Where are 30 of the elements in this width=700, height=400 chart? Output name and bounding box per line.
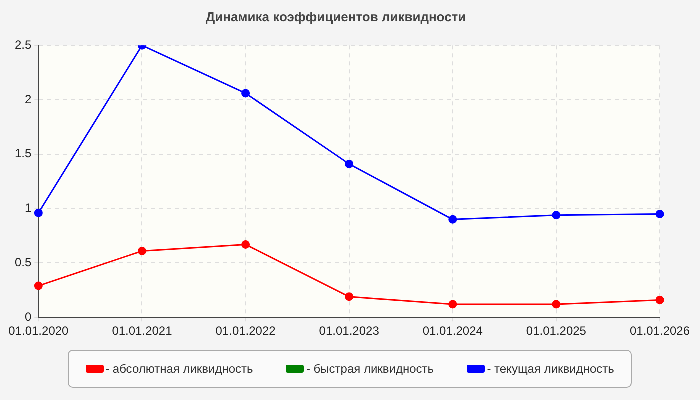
point (656, 296, 664, 304)
legend-label: - абсолютная ликвидность (106, 362, 254, 376)
x-tick-label: 01.01.2023 (319, 324, 380, 338)
x-tick-label: 01.01.2021 (112, 324, 173, 338)
point (34, 208, 43, 218)
point (345, 292, 354, 302)
y-tick-label: 0 (24, 310, 32, 324)
point (552, 211, 561, 220)
point (242, 240, 250, 249)
y-tick-label: 2 (24, 92, 32, 106)
y-tick-label: 1.5 (14, 146, 32, 161)
point (345, 160, 354, 168)
y-tick-label: 0.5 (14, 256, 32, 270)
x-tick-label: 01.01.2025 (526, 324, 587, 338)
x-tick-label: 01.01.2020 (8, 324, 70, 338)
legend-label: - текущая ликвидность (487, 362, 614, 376)
x-tick-label: 01.01.2026 (630, 324, 690, 338)
point (242, 89, 250, 98)
point (552, 300, 561, 309)
y-tick-label: 2.5 (14, 38, 32, 52)
y-tick-label: 1 (24, 201, 32, 216)
chart-title: Динамика коэффициентов ликвидности (206, 9, 466, 24)
x-tick-label: 01.01.2024 (422, 324, 484, 338)
point (448, 215, 458, 224)
point (34, 282, 43, 290)
legend-label: - быстрая ликвидность (306, 362, 434, 376)
point (138, 246, 146, 256)
x-tick-label: 01.01.2022 (216, 324, 276, 338)
point (448, 300, 458, 309)
point (656, 210, 664, 218)
